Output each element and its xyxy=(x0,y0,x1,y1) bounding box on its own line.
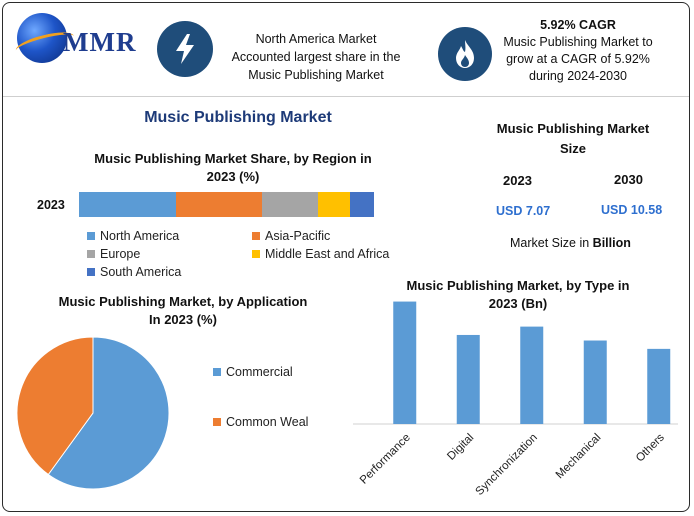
type-tick-label-performance: Performance xyxy=(358,432,413,487)
type-tick-label-others: Others xyxy=(634,431,667,464)
pie-slice-common-weal xyxy=(16,336,94,476)
page-title: Music Publishing Market xyxy=(144,109,332,126)
market-size-title: Music Publishing Market Size xyxy=(473,119,673,159)
infographic-frame: MMR North America Market Accounted large… xyxy=(2,2,690,512)
pie-legend-commercial: Commercial xyxy=(213,365,293,379)
legend-label-mea: Middle East and Africa xyxy=(265,247,390,261)
region-segment-asia-pacific xyxy=(176,192,262,217)
application-chart-title: Music Publishing Market, by Application … xyxy=(33,293,333,329)
application-title-line1: Music Publishing Market, by Application xyxy=(58,294,308,309)
region-title-line2: 2023 (%) xyxy=(206,169,260,184)
pie-legend-swatch-commercial xyxy=(213,368,221,376)
globe-logo-icon xyxy=(17,13,67,63)
market-size-note: Market Size in Billion xyxy=(510,236,631,250)
market-size-title-line1: Music Publishing Market xyxy=(496,121,650,136)
market-size-note-unit: Billion xyxy=(592,236,631,250)
info1-line3: Music Publishing Market xyxy=(248,68,384,82)
lightning-icon xyxy=(157,21,213,77)
size-year-2023: 2023 xyxy=(503,173,532,188)
info2-line3: during 2024-2030 xyxy=(529,69,627,83)
legend-swatch-north-america xyxy=(87,232,95,240)
application-pie-chart xyxy=(16,336,170,490)
legend-mea: Middle East and Africa xyxy=(252,247,389,261)
info2-line2: grow at a CAGR of 5.92% xyxy=(506,52,650,66)
type-tick-label-synchronization: Synchronization xyxy=(474,432,540,498)
region-segment-middle-east-and-africa xyxy=(317,192,351,217)
legend-europe: Europe xyxy=(87,247,140,261)
pie-legend-swatch-common-weal xyxy=(213,418,221,426)
info2-line1: Music Publishing Market to xyxy=(503,35,653,49)
logo-text: MMR xyxy=(63,27,137,57)
type-bar-synchronization xyxy=(520,326,544,424)
type-chart-title: Music Publishing Market, by Type in 2023… xyxy=(368,277,668,313)
region-segment-north-america xyxy=(79,192,177,217)
info1-line1: North America Market xyxy=(255,32,377,46)
market-size-title-line2: Size xyxy=(559,141,586,156)
legend-label-europe: Europe xyxy=(100,247,141,261)
type-bar-others xyxy=(647,348,671,424)
pie-slice-commercial xyxy=(47,336,170,490)
info-north-america: North America Market Accounted largest s… xyxy=(216,30,416,84)
info1-line2: Accounted largest share in the xyxy=(231,50,401,64)
type-title-line1: Music Publishing Market, by Type in xyxy=(406,278,630,293)
region-chart-title: Music Publishing Market Share, by Region… xyxy=(43,150,423,186)
legend-label-south-america: South America xyxy=(100,265,182,279)
type-bar-mechanical xyxy=(583,340,607,424)
legend-swatch-europe xyxy=(87,250,95,258)
legend-swatch-asia-pacific xyxy=(252,232,260,240)
market-size-note-prefix: Market Size in xyxy=(510,236,593,250)
type-tick-label-mechanical: Mechanical xyxy=(554,432,604,482)
application-title-line2: In 2023 (%) xyxy=(149,312,217,327)
region-segment-south-america xyxy=(350,192,374,217)
info-cagr: 5.92% CAGR Music Publishing Market to gr… xyxy=(493,17,663,85)
region-segment-europe xyxy=(261,192,318,217)
pie-legend-label-commercial: Commercial xyxy=(226,365,293,379)
legend-label-north-america: North America xyxy=(100,229,180,243)
legend-south-america: South America xyxy=(87,265,181,279)
size-value-2030: USD 10.58 xyxy=(601,203,663,217)
legend-asia-pacific: Asia-Pacific xyxy=(252,229,330,243)
flame-icon xyxy=(438,27,492,81)
region-bar-year-label: 2023 xyxy=(37,198,65,212)
type-bar-digital xyxy=(456,334,480,424)
legend-label-asia-pacific: Asia-Pacific xyxy=(265,229,331,243)
pie-legend-label-common-weal: Common Weal xyxy=(226,415,309,429)
legend-north-america: North America xyxy=(87,229,179,243)
legend-swatch-south-america xyxy=(87,268,95,276)
cagr-title: 5.92% CAGR xyxy=(540,18,616,32)
type-bar-performance xyxy=(393,301,417,424)
type-title-line2: 2023 (Bn) xyxy=(488,296,548,311)
pie-legend-common-weal: Common Weal xyxy=(213,415,308,429)
legend-swatch-mea xyxy=(252,250,260,258)
type-tick-label-digital: Digital xyxy=(445,432,476,463)
size-value-2023: USD 7.07 xyxy=(496,204,551,218)
region-stacked-bar xyxy=(79,192,374,217)
header-divider xyxy=(3,96,689,97)
region-title-line1: Music Publishing Market Share, by Region… xyxy=(94,151,372,166)
size-year-2030: 2030 xyxy=(614,172,643,187)
